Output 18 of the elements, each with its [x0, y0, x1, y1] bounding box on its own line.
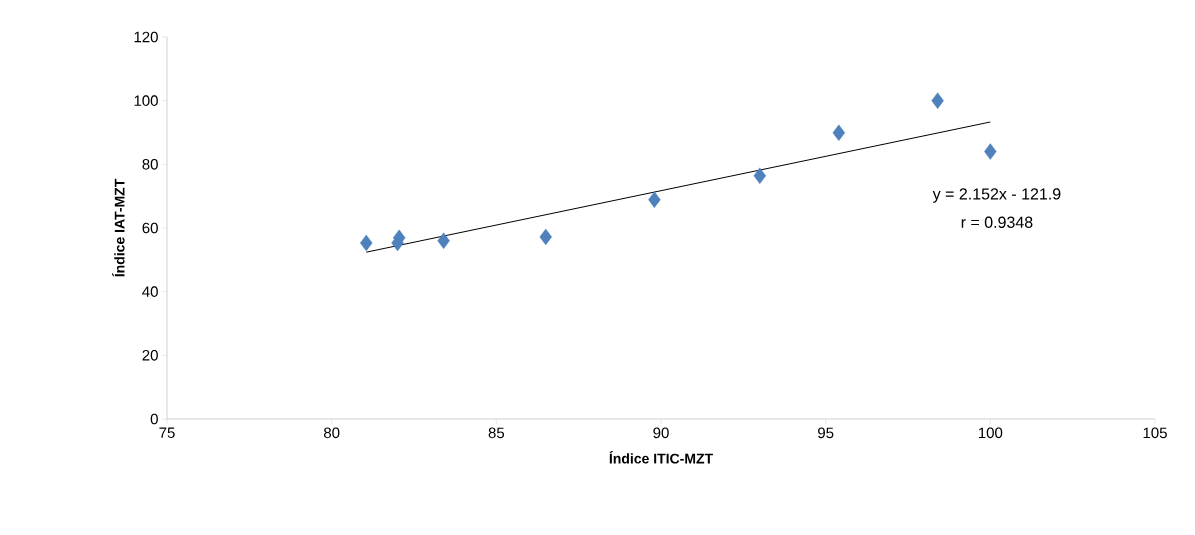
x-tick-label: 75: [159, 427, 175, 438]
annotation: y = 2.152x - 121.9: [932, 188, 1061, 203]
y-tick-label: 0: [150, 413, 158, 425]
x-tick-label: 100: [978, 427, 1003, 439]
x-tick-label: 95: [818, 427, 834, 439]
annotation: r = 0.9348: [961, 216, 1033, 228]
y-tick-label: 100: [134, 95, 158, 106]
x-axis-title: Índice ITIC-MZT: [609, 451, 713, 464]
x-tick-label: 80: [323, 427, 340, 439]
y-tick-label: 80: [142, 159, 158, 170]
y-tick-label: 20: [142, 350, 158, 361]
y-tick-label: 120: [134, 31, 158, 43]
y-axis-title: Índice IAT-MZT: [112, 178, 125, 277]
x-tick-label: 105: [1143, 427, 1167, 439]
y-tick-label: 60: [142, 222, 158, 234]
x-tick-label: 85: [488, 427, 505, 439]
x-tick-label: 90: [653, 427, 669, 439]
y-tick-label: 40: [142, 286, 158, 297]
